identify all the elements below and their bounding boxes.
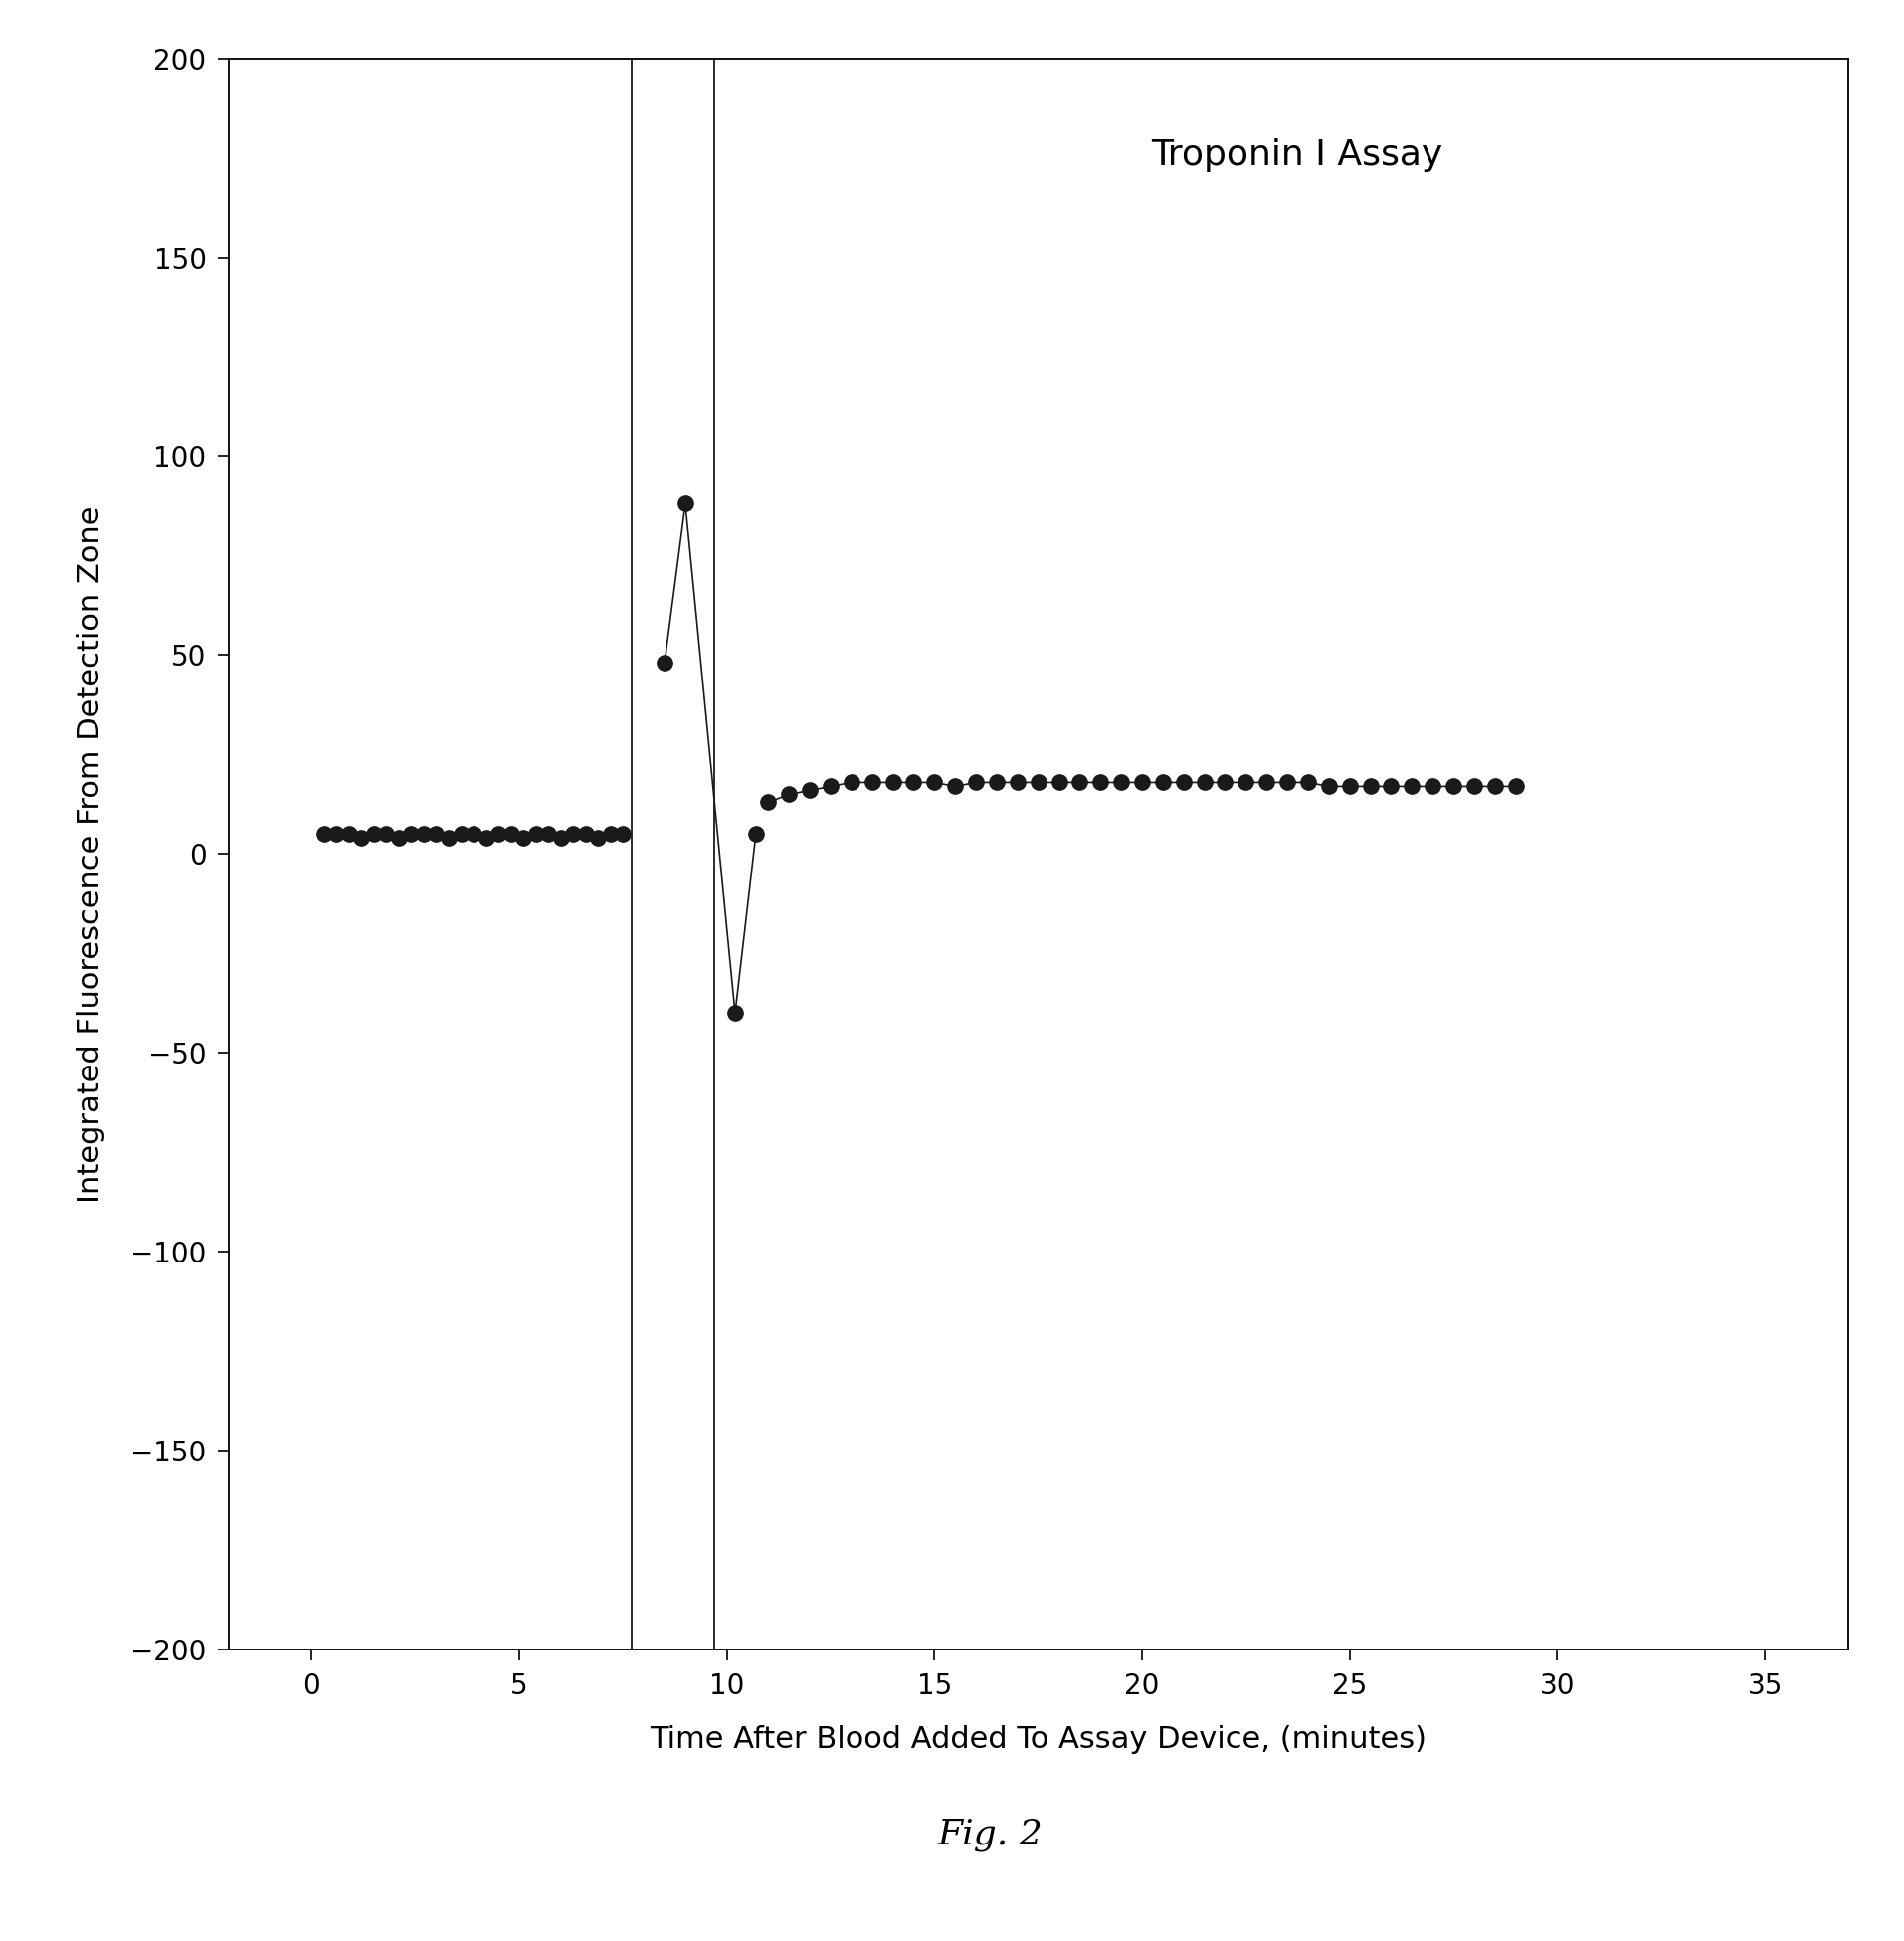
X-axis label: Time After Blood Added To Assay Device, (minutes): Time After Blood Added To Assay Device, … (649, 1726, 1426, 1753)
Text: Troponin I Assay: Troponin I Assay (1150, 138, 1443, 171)
Y-axis label: Integrated Fluorescence From Detection Zone: Integrated Fluorescence From Detection Z… (76, 505, 105, 1203)
Text: Fig. 2: Fig. 2 (937, 1817, 1043, 1852)
